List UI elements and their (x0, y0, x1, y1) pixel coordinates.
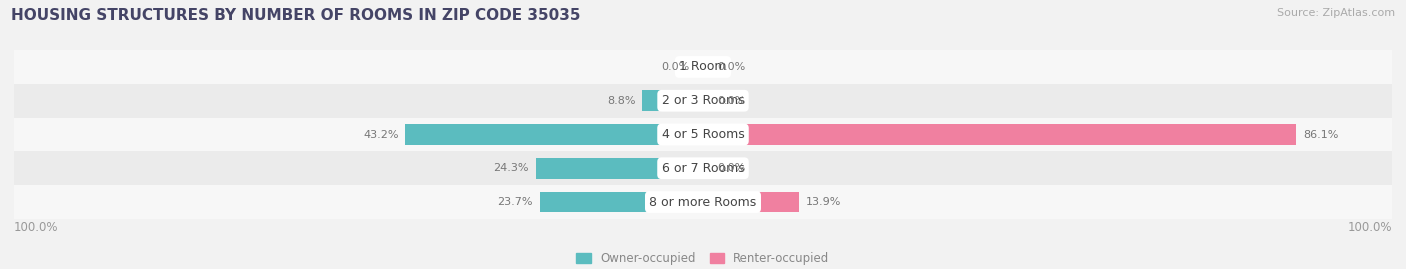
Text: 100.0%: 100.0% (1347, 221, 1392, 233)
Text: 8.8%: 8.8% (607, 96, 636, 106)
Text: 13.9%: 13.9% (806, 197, 841, 207)
Bar (703, 124, 1296, 145)
Text: 43.2%: 43.2% (363, 129, 398, 140)
Bar (405, 124, 703, 145)
Text: 23.7%: 23.7% (498, 197, 533, 207)
Bar (14, 50, 1392, 84)
Text: 100.0%: 100.0% (14, 221, 59, 233)
Text: 2 or 3 Rooms: 2 or 3 Rooms (662, 94, 744, 107)
Text: 8 or more Rooms: 8 or more Rooms (650, 196, 756, 208)
Text: 6 or 7 Rooms: 6 or 7 Rooms (662, 162, 744, 175)
Bar (540, 192, 703, 213)
Text: 24.3%: 24.3% (494, 163, 529, 173)
Text: 4 or 5 Rooms: 4 or 5 Rooms (662, 128, 744, 141)
Legend: Owner-occupied, Renter-occupied: Owner-occupied, Renter-occupied (572, 247, 834, 269)
Text: HOUSING STRUCTURES BY NUMBER OF ROOMS IN ZIP CODE 35035: HOUSING STRUCTURES BY NUMBER OF ROOMS IN… (11, 8, 581, 23)
Bar (14, 118, 1392, 151)
Bar (14, 84, 1392, 118)
Text: Source: ZipAtlas.com: Source: ZipAtlas.com (1277, 8, 1395, 18)
Bar (14, 151, 1392, 185)
Bar (536, 158, 703, 179)
Text: 0.0%: 0.0% (717, 62, 745, 72)
Text: 1 Room: 1 Room (679, 61, 727, 73)
Bar (14, 185, 1392, 219)
Text: 0.0%: 0.0% (717, 163, 745, 173)
Text: 86.1%: 86.1% (1303, 129, 1339, 140)
Text: 0.0%: 0.0% (717, 96, 745, 106)
Bar (703, 192, 799, 213)
Text: 0.0%: 0.0% (661, 62, 689, 72)
Bar (643, 90, 703, 111)
